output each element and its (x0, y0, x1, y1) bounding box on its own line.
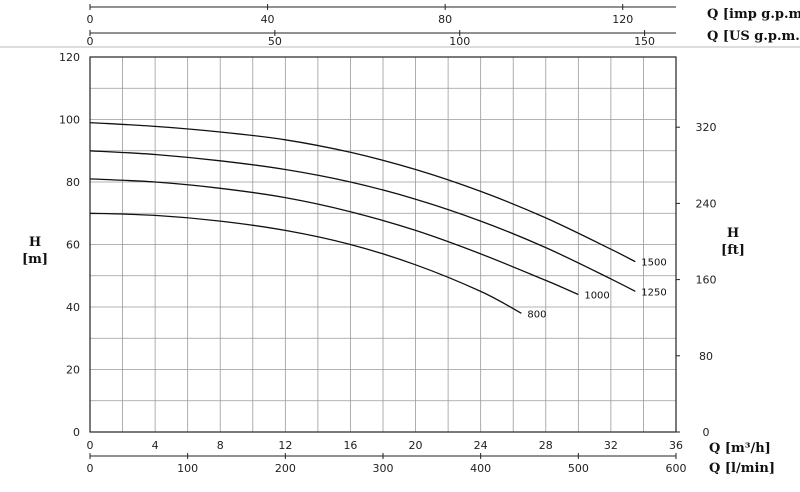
right-axis-tick-label: 80 (699, 350, 713, 363)
bottom-axis-m3h-tick-label: 32 (604, 439, 618, 452)
curve-1500 (89, 121, 636, 263)
bottom-axis-lmin-tick-label: 600 (666, 462, 687, 475)
bottom-axis-m3h-tick-label: 36 (669, 439, 683, 452)
curve-label-1000: 1000 (584, 291, 609, 302)
curve-label-1500: 1500 (641, 258, 666, 269)
top-axis-us-tick-label: 150 (634, 35, 655, 48)
curves: 1500 1250 1000 800 (89, 121, 667, 320)
curve-label-800: 800 (527, 309, 546, 320)
bottom-axis-lmin-tick-label: 100 (177, 462, 198, 475)
bottom-axis-m3h-tick-label: 8 (217, 439, 224, 452)
curve-label-1250: 1250 (641, 287, 666, 298)
bottom-axis-m3h-label: Q [m³/h] (709, 441, 771, 456)
top-axis-imp-tick-label: 120 (612, 13, 633, 26)
right-axis-tick-label: 0 (703, 426, 710, 439)
left-axis-label-h: H (29, 235, 41, 250)
bottom-axis-lmin-tick-label: 0 (87, 462, 94, 475)
bottom-axis-m3h-tick-label: 24 (474, 439, 488, 452)
bottom-axis-m3h-tick-label: 0 (87, 439, 94, 452)
curve-800 (89, 212, 522, 314)
bottom-axis-m3h-tick-label: 4 (152, 439, 159, 452)
bottom-axis-lmin-tick-label: 200 (275, 462, 296, 475)
plot-border (89, 56, 677, 433)
bottom-axis-m3h-tick-label: 28 (539, 439, 553, 452)
top-axis-imp-tick-label: 80 (438, 13, 452, 26)
top-axis-us-tick-label: 50 (268, 35, 282, 48)
left-axis-tick-label: 120 (59, 51, 80, 64)
bottom-axis-lmin-tick-label: 500 (568, 462, 589, 475)
bottom-axis-m3h-tick-label: 12 (278, 439, 292, 452)
curve-1000 (89, 178, 579, 296)
curve-1250 (89, 150, 636, 292)
plot-frame (0, 6, 800, 433)
left-axis-tick-label: 40 (66, 301, 80, 314)
top-axis-imp-label: Q [imp g.p.m] (707, 7, 800, 22)
left-axis-tick-label: 100 (59, 114, 80, 127)
left-axis-tick-label: 0 (73, 426, 80, 439)
bottom-axis-lmin-label: Q [l/min] (709, 461, 775, 476)
left-axis-label-unit: [m] (22, 252, 48, 267)
top-axis-imp-tick-label: 40 (261, 13, 275, 26)
bottom-axis-m3h-tick-label: 20 (409, 439, 423, 452)
right-axis-tick-label: 320 (696, 121, 717, 134)
left-axis-tick-label: 60 (66, 239, 80, 252)
top-axis-us-tick-label: 0 (87, 35, 94, 48)
right-axis-tick-label: 240 (696, 197, 717, 210)
grid (90, 57, 676, 432)
right-axis-tick-label: 160 (696, 274, 717, 287)
bottom-axis-lmin-tick-label: 400 (470, 462, 491, 475)
left-axis-tick-label: 20 (66, 364, 80, 377)
bottom-axis-m3h-tick-label: 16 (343, 439, 357, 452)
top-axis-us-tick-label: 100 (449, 35, 470, 48)
top-axis-imp-tick-label: 0 (87, 13, 94, 26)
right-axis-label-unit: [ft] (721, 243, 745, 258)
right-axis-label-h: H (727, 226, 739, 241)
top-axis-us-label: Q [US g.p.m.] (707, 29, 800, 44)
bottom-axis-lmin-tick-label: 300 (373, 462, 394, 475)
left-axis-tick-label: 80 (66, 176, 80, 189)
